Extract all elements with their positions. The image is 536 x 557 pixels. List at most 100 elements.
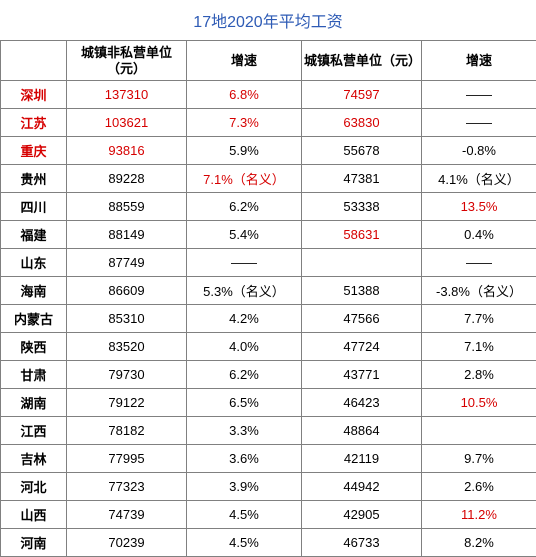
cell-nonpriv-value: 103621 [67,109,187,137]
cell-nonpriv-value: 77323 [67,473,187,501]
table-row: 贵州892287.1%（名义）473814.1%（名义） [1,165,536,193]
cell-nonpriv-rate: 3.9% [187,473,302,501]
table-row: 江西781823.3%48864 [1,417,536,445]
cell-priv-value: 74597 [302,81,422,109]
table-row: 江苏1036217.3%63830—— [1,109,536,137]
cell-priv-rate: 10.5% [422,389,536,417]
table-row: 甘肃797306.2%437712.8% [1,361,536,389]
cell-nonpriv-rate: 5.3%（名义） [187,277,302,305]
cell-nonpriv-rate: 5.9% [187,137,302,165]
table-row: 河南702394.5%467338.2% [1,529,536,557]
cell-region: 山西 [1,501,67,529]
cell-nonpriv-rate: 4.5% [187,501,302,529]
cell-priv-rate: 9.7% [422,445,536,473]
cell-nonpriv-rate: 6.2% [187,361,302,389]
cell-nonpriv-rate: 3.3% [187,417,302,445]
cell-priv-rate: 2.8% [422,361,536,389]
cell-priv-value: 46733 [302,529,422,557]
cell-nonpriv-rate: 7.1%（名义） [187,165,302,193]
cell-priv-rate: —— [422,81,536,109]
cell-region: 甘肃 [1,361,67,389]
cell-region: 贵州 [1,165,67,193]
table-title: 17地2020年平均工资 [0,0,536,40]
cell-region: 湖南 [1,389,67,417]
cell-nonpriv-rate: 6.2% [187,193,302,221]
cell-priv-value: 47566 [302,305,422,333]
cell-nonpriv-value: 78182 [67,417,187,445]
cell-region: 福建 [1,221,67,249]
cell-priv-rate: 7.1% [422,333,536,361]
cell-priv-rate: 7.7% [422,305,536,333]
cell-priv-rate: —— [422,249,536,277]
table-row: 湖南791226.5%4642310.5% [1,389,536,417]
table-row: 吉林779953.6%421199.7% [1,445,536,473]
cell-priv-rate: -3.8%（名义） [422,277,536,305]
cell-priv-rate: 2.6% [422,473,536,501]
cell-nonpriv-value: 79122 [67,389,187,417]
cell-nonpriv-value: 86609 [67,277,187,305]
cell-nonpriv-rate: 4.5% [187,529,302,557]
cell-region: 深圳 [1,81,67,109]
col-nonpriv-rate: 增速 [187,41,302,81]
cell-region: 江苏 [1,109,67,137]
table-row: 深圳1373106.8%74597—— [1,81,536,109]
cell-priv-value: 51388 [302,277,422,305]
cell-nonpriv-value: 83520 [67,333,187,361]
cell-region: 重庆 [1,137,67,165]
col-nonpriv-value: 城镇非私营单位（元） [67,41,187,81]
cell-priv-rate: -0.8% [422,137,536,165]
cell-nonpriv-value: 79730 [67,361,187,389]
cell-nonpriv-value: 93816 [67,137,187,165]
cell-region: 海南 [1,277,67,305]
table-body: 深圳1373106.8%74597——江苏1036217.3%63830——重庆… [1,81,536,557]
cell-priv-value [302,249,422,277]
cell-priv-rate: 11.2% [422,501,536,529]
cell-nonpriv-value: 89228 [67,165,187,193]
cell-priv-rate: 0.4% [422,221,536,249]
col-priv-rate: 增速 [422,41,536,81]
cell-priv-value: 63830 [302,109,422,137]
cell-nonpriv-value: 87749 [67,249,187,277]
table-row: 内蒙古853104.2%475667.7% [1,305,536,333]
cell-priv-value: 55678 [302,137,422,165]
cell-nonpriv-rate: 4.0% [187,333,302,361]
table-row: 山东87749———— [1,249,536,277]
cell-region: 河北 [1,473,67,501]
cell-priv-value: 58631 [302,221,422,249]
cell-priv-value: 44942 [302,473,422,501]
header-row: 城镇非私营单位（元） 增速 城镇私营单位（元） 增速 [1,41,536,81]
cell-nonpriv-rate: 3.6% [187,445,302,473]
table-row: 福建881495.4%586310.4% [1,221,536,249]
table-row: 海南866095.3%（名义）51388-3.8%（名义） [1,277,536,305]
table-row: 重庆938165.9%55678-0.8% [1,137,536,165]
cell-priv-rate [422,417,536,445]
wage-table-wrapper: 17地2020年平均工资 城镇非私营单位（元） 增速 城镇私营单位（元） 增速 … [0,0,536,557]
cell-region: 内蒙古 [1,305,67,333]
cell-nonpriv-rate: 7.3% [187,109,302,137]
cell-region: 四川 [1,193,67,221]
cell-nonpriv-value: 77995 [67,445,187,473]
col-region [1,41,67,81]
table-row: 山西747394.5%4290511.2% [1,501,536,529]
cell-priv-rate: 8.2% [422,529,536,557]
cell-region: 吉林 [1,445,67,473]
cell-priv-value: 46423 [302,389,422,417]
table-row: 四川885596.2%5333813.5% [1,193,536,221]
cell-nonpriv-value: 137310 [67,81,187,109]
cell-nonpriv-value: 70239 [67,529,187,557]
wage-table: 城镇非私营单位（元） 增速 城镇私营单位（元） 增速 深圳1373106.8%7… [0,40,536,557]
cell-nonpriv-value: 74739 [67,501,187,529]
cell-priv-value: 53338 [302,193,422,221]
cell-priv-value: 42119 [302,445,422,473]
cell-priv-rate: 4.1%（名义） [422,165,536,193]
cell-region: 河南 [1,529,67,557]
col-priv-value: 城镇私营单位（元） [302,41,422,81]
cell-priv-rate: —— [422,109,536,137]
cell-nonpriv-rate: —— [187,249,302,277]
table-row: 河北773233.9%449422.6% [1,473,536,501]
cell-priv-value: 47724 [302,333,422,361]
cell-nonpriv-value: 88149 [67,221,187,249]
cell-nonpriv-rate: 4.2% [187,305,302,333]
cell-priv-value: 47381 [302,165,422,193]
cell-nonpriv-rate: 6.8% [187,81,302,109]
